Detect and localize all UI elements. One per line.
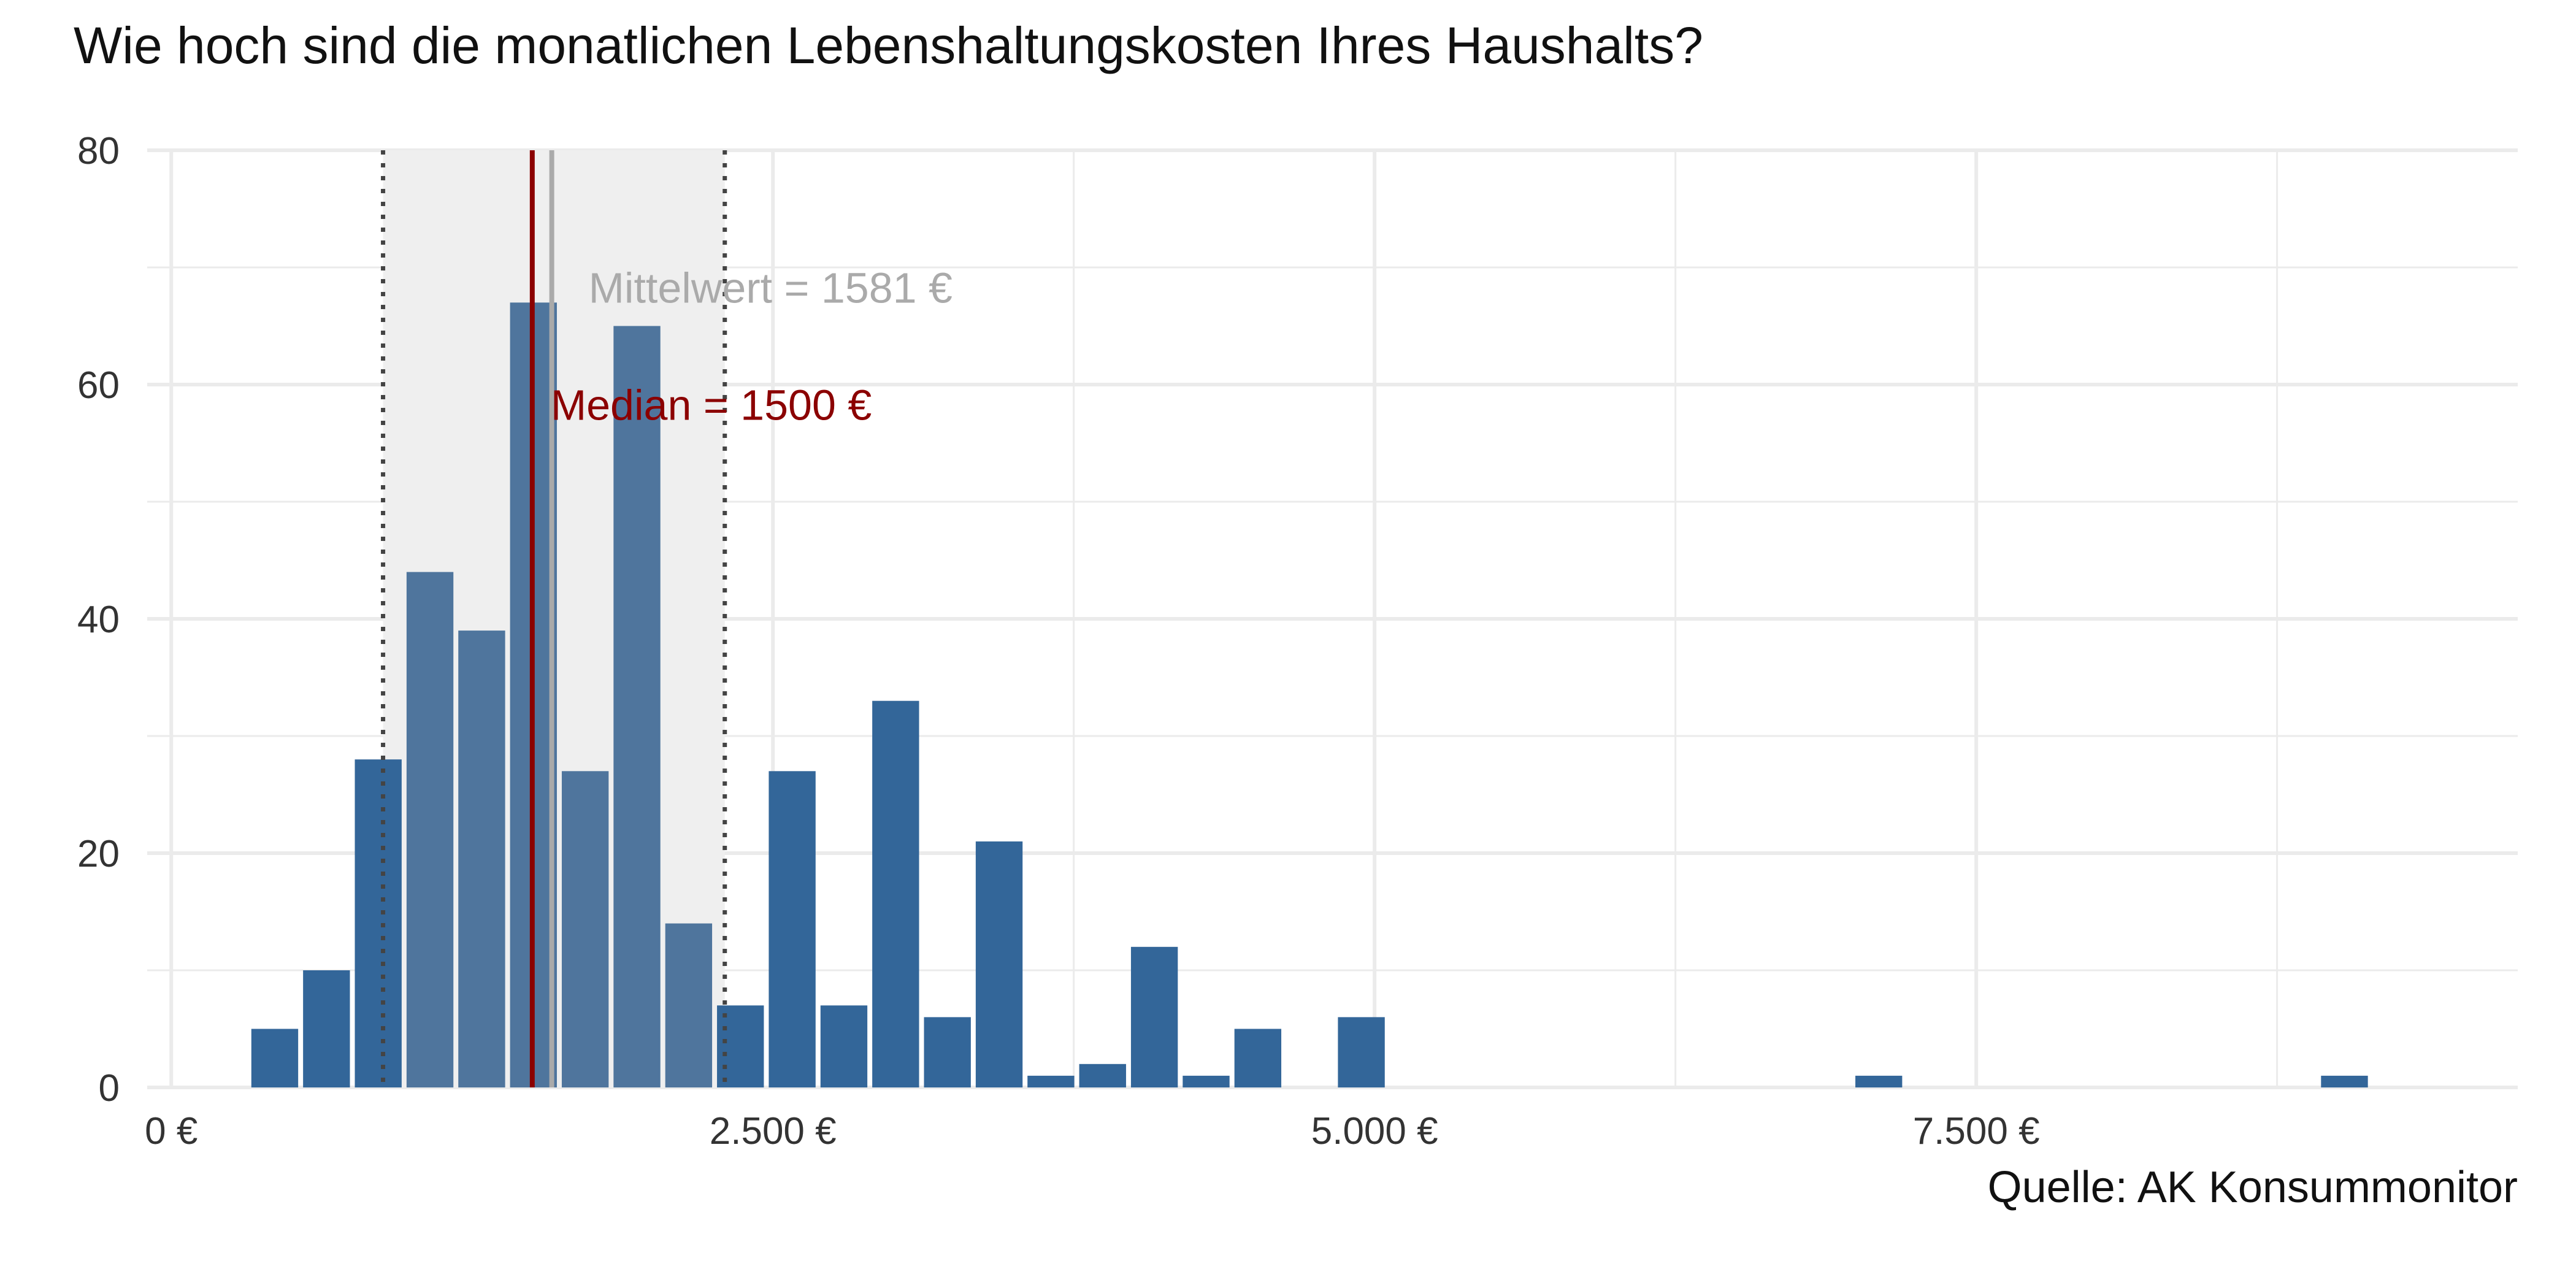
histogram-bar	[1079, 1064, 1126, 1087]
y-tick-label: 80	[77, 130, 120, 172]
x-tick-label: 5.000 €	[1311, 1110, 1438, 1152]
histogram-bar	[613, 326, 661, 1087]
x-tick-label: 0 €	[145, 1110, 197, 1152]
histogram-bars	[251, 302, 2368, 1087]
chart-title: Wie hoch sind die monatlichen Lebenshalt…	[74, 17, 1703, 74]
reference-lines	[381, 150, 727, 1087]
histogram-bar	[251, 1029, 299, 1087]
x-tick-label: 2.500 €	[710, 1110, 837, 1152]
histogram-bar	[2321, 1075, 2368, 1087]
histogram-bar	[561, 771, 609, 1087]
y-tick-label: 60	[77, 364, 120, 407]
histogram-bar	[1338, 1017, 1385, 1087]
y-tick-label: 40	[77, 599, 120, 641]
x-tick-label: 7.500 €	[1913, 1110, 2040, 1152]
histogram-bar	[1855, 1075, 1903, 1087]
histogram-bar	[1027, 1075, 1075, 1087]
histogram-bar	[924, 1017, 971, 1087]
histogram-bar	[717, 1005, 764, 1087]
annotations: Mittelwert = 1581 € Median = 1500 €	[551, 264, 953, 429]
histogram-bar	[665, 923, 713, 1087]
histogram-bar	[872, 700, 919, 1087]
histogram-bar	[820, 1005, 868, 1087]
y-tick-label: 0	[99, 1067, 120, 1110]
histogram-bar	[406, 572, 454, 1087]
histogram-bar	[1234, 1029, 1282, 1087]
histogram-bar	[975, 841, 1023, 1087]
chart-caption: Quelle: AK Konsummonitor	[1987, 1163, 2518, 1212]
median-label: Median = 1500 €	[551, 381, 872, 429]
histogram-bar	[458, 631, 505, 1087]
histogram-bar	[355, 759, 402, 1087]
histogram-bar	[769, 771, 816, 1087]
y-tick-label: 20	[77, 833, 120, 875]
histogram-bar	[1183, 1075, 1230, 1087]
mean-label: Mittelwert = 1581 €	[589, 264, 953, 312]
axis-ticks: 0 20 40 60 80 0 € 2.500 € 5.000 € 7.500 €	[77, 130, 2040, 1152]
histogram-bar	[1130, 946, 1178, 1087]
histogram-bar	[303, 970, 350, 1087]
